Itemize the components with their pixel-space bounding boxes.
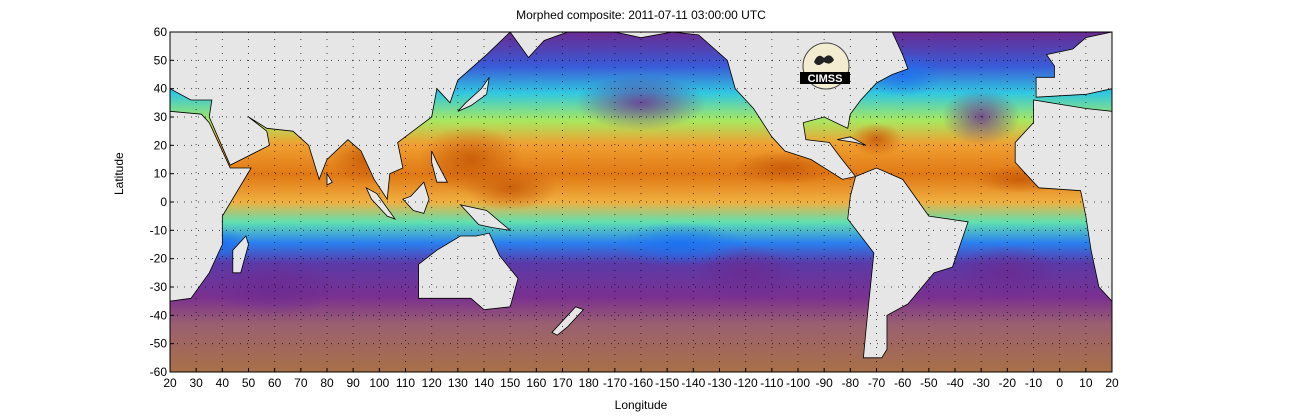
x-tick-label: 130 [448, 376, 468, 390]
moisture-region [463, 165, 557, 211]
x-tick-label: 20 [1105, 376, 1119, 390]
landmass-cuba [837, 136, 867, 146]
x-tick-label: -110 [760, 376, 783, 390]
y-tick-label: 10 [154, 167, 168, 181]
moisture-region [850, 122, 903, 157]
moisture-region [209, 259, 340, 315]
logo-text: CIMSS [808, 73, 843, 85]
x-tick-label: 90 [346, 376, 360, 390]
landmass-philippines [431, 150, 449, 183]
y-tick-label: -60 [150, 365, 168, 379]
x-tick-label: 120 [422, 376, 442, 390]
landmass-africa-west [1014, 99, 1112, 302]
x-tick-label: -80 [842, 376, 860, 390]
x-tick-label: 180 [579, 376, 599, 390]
x-tick-label: 140 [474, 376, 494, 390]
y-tick-label: -10 [150, 223, 168, 237]
landmass-sumatra [365, 186, 397, 220]
x-tick-label: -90 [815, 376, 833, 390]
landmass-africa-east [170, 110, 252, 302]
y-tick-label: 50 [154, 53, 168, 67]
x-tick-label: 10 [1079, 376, 1093, 390]
x-tick-label: -170 [603, 376, 627, 390]
x-tick-label: 50 [242, 376, 256, 390]
x-tick-label: -10 [1025, 376, 1043, 390]
x-tick-label: 160 [526, 376, 546, 390]
landmass-borneo [402, 181, 430, 214]
moisture-region [955, 244, 1060, 301]
y-tick-label: -50 [150, 337, 168, 351]
x-tick-label: -50 [920, 376, 938, 390]
x-tick-label: -40 [946, 376, 964, 390]
x-axis-label: Longitude [614, 398, 668, 412]
x-tick-label: 70 [294, 376, 308, 390]
y-tick-label: -30 [150, 280, 168, 294]
x-tick-label: 20 [163, 376, 177, 390]
x-tick-label: -160 [629, 376, 653, 390]
y-tick-label: 20 [154, 138, 168, 152]
x-tick-label: 60 [268, 376, 282, 390]
landmass-japan [457, 77, 490, 112]
landmass-new-guinea [459, 204, 512, 231]
landmass-madagascar [232, 235, 249, 274]
y-tick-label: -20 [150, 252, 168, 266]
x-tick-label: 40 [216, 376, 230, 390]
x-tick-label: 100 [369, 376, 389, 390]
y-tick-label: -40 [150, 308, 168, 322]
x-tick-label: 30 [189, 376, 203, 390]
x-tick-label: -60 [894, 376, 912, 390]
x-tick-label: 80 [320, 376, 334, 390]
x-tick-label: 110 [396, 376, 415, 390]
x-tick-label: 150 [500, 376, 520, 390]
x-tick-label: 170 [552, 376, 572, 390]
x-tick-label: -120 [734, 376, 758, 390]
moisture-region [615, 222, 746, 267]
map-title: Morphed composite: 2011-07-11 03:00:00 U… [516, 8, 766, 22]
x-tick-label: -100 [786, 376, 810, 390]
y-tick-label: 40 [154, 82, 168, 96]
cimss-logo: CIMSS [800, 42, 850, 90]
landmass-new-zealand [551, 306, 585, 336]
y-tick-label: 60 [154, 25, 168, 39]
y-tick-label: 30 [154, 110, 168, 124]
landmass-south-america [847, 167, 969, 359]
x-tick-label: -20 [999, 376, 1017, 390]
x-tick-label: -30 [972, 376, 990, 390]
landmass-europe [1035, 32, 1112, 98]
y-tick-label: 0 [160, 195, 167, 209]
x-tick-label: -130 [707, 376, 731, 390]
landmass-kamchatka [509, 32, 568, 59]
x-tick-label: 0 [1056, 376, 1063, 390]
landmass-australia [418, 232, 519, 311]
x-tick-label: -70 [868, 376, 886, 390]
x-tick-label: -150 [655, 376, 679, 390]
landmass-eurasia [170, 32, 511, 201]
x-tick-label: -140 [681, 376, 705, 390]
